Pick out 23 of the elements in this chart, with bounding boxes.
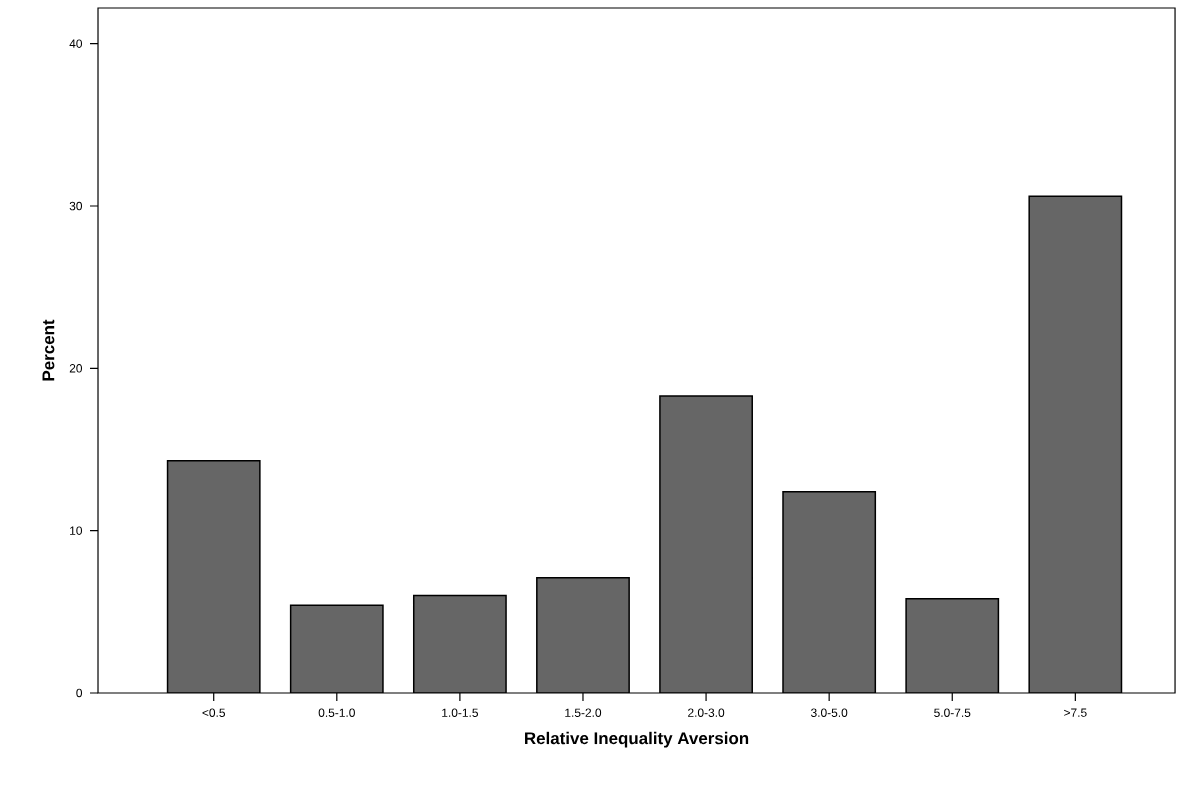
bar	[1028, 195, 1123, 693]
x-tick-label: 1.5-2.0	[565, 708, 602, 717]
x-tick-label: 2.0-3.0	[688, 708, 725, 717]
bar	[536, 576, 630, 693]
x-tick-label: 5.0-7.5	[934, 708, 971, 717]
y-tick-label: 40	[69, 39, 83, 48]
bar	[905, 598, 1000, 693]
bar	[659, 395, 753, 693]
x-tick-label: >7.5	[1064, 708, 1087, 717]
bar	[289, 604, 384, 693]
bar	[412, 594, 507, 693]
y-tick-label: 20	[69, 364, 83, 373]
bar	[782, 490, 877, 693]
x-tick-label: 0.5-1.0	[318, 708, 355, 717]
x-tick-label: <0.5	[202, 708, 226, 717]
y-tick-label: 0	[76, 688, 83, 698]
x-tick-label: 3.0-5.0	[811, 708, 848, 717]
x-tick-label: 1.0-1.5	[442, 708, 478, 717]
x-axis-title: Relative Inequality Aversion	[525, 731, 749, 748]
y-axis-title: Percent	[42, 319, 55, 381]
y-tick-label: 30	[69, 201, 83, 211]
y-tick-label: 10	[70, 526, 83, 535]
bar	[166, 460, 261, 693]
